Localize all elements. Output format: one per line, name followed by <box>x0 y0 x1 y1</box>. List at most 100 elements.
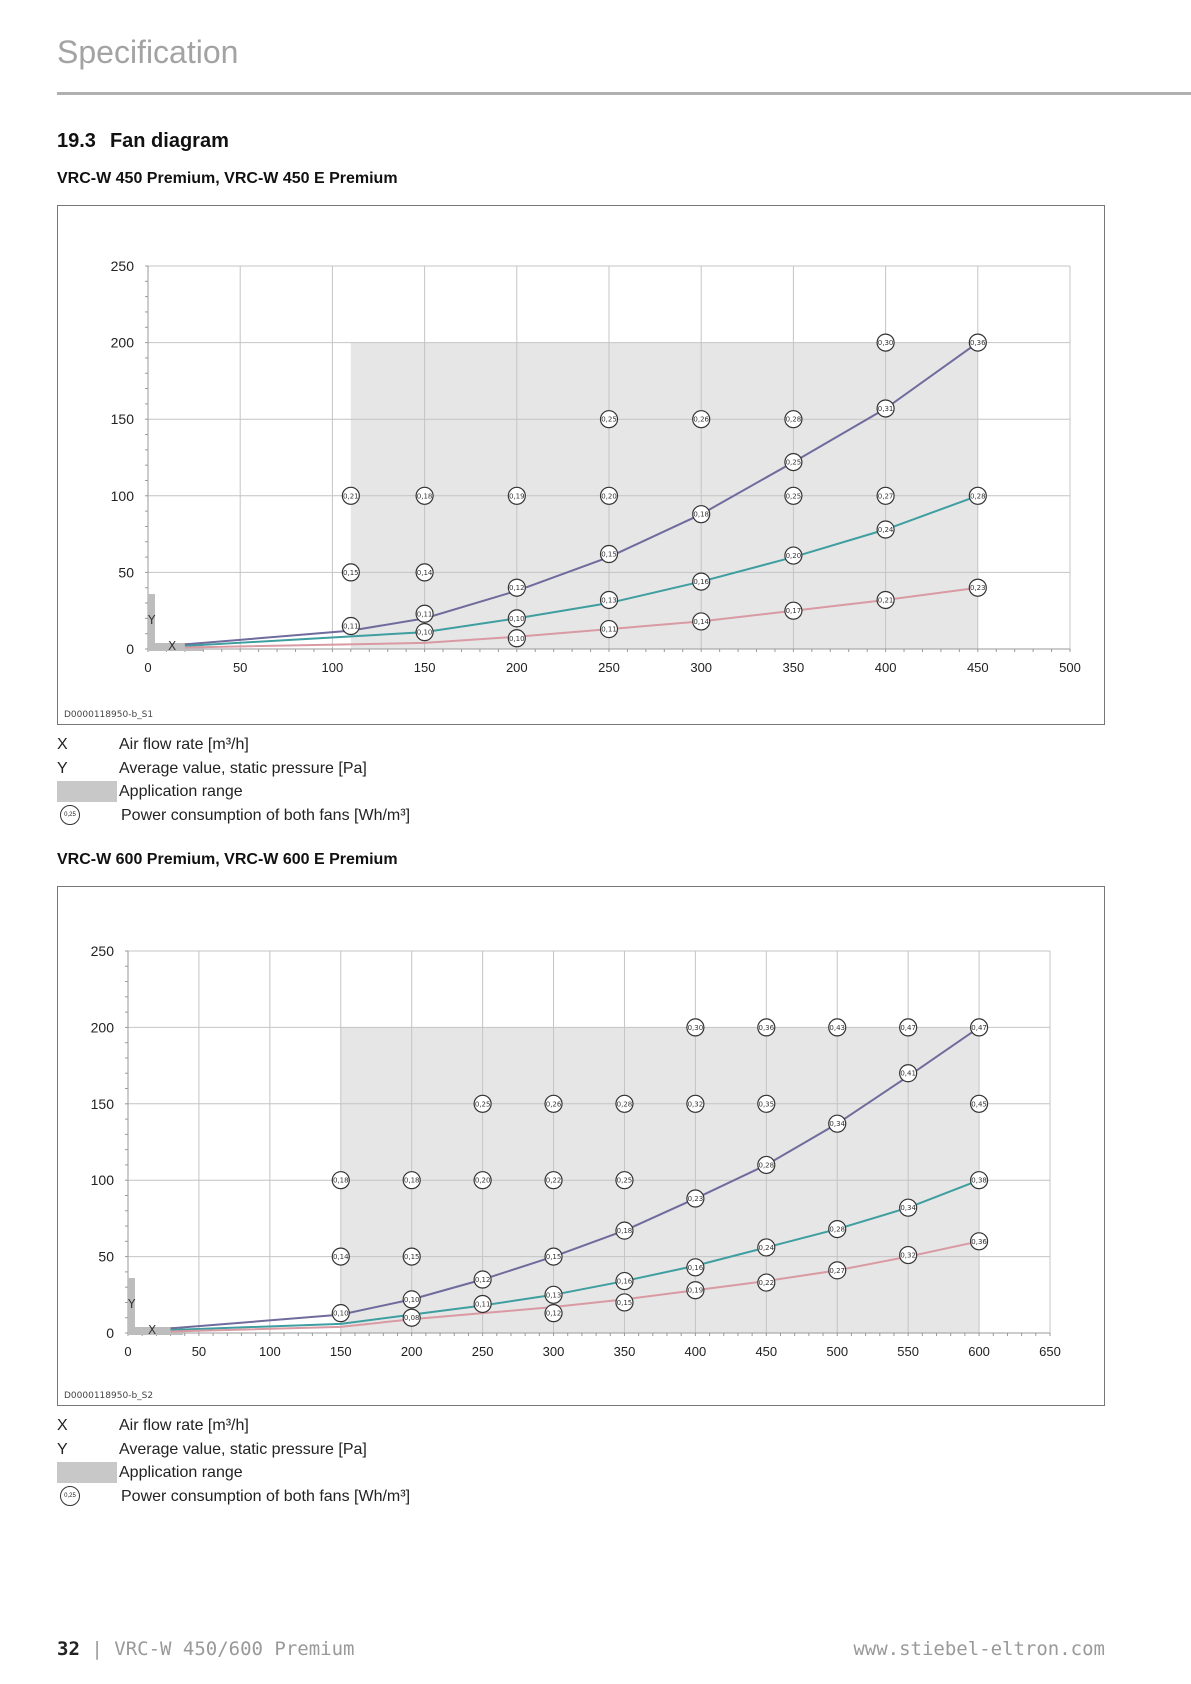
x-tick-label: 150 <box>414 660 436 675</box>
y-tick-label: 50 <box>118 564 134 580</box>
power-label: 0,18 <box>402 1171 421 1190</box>
power-value: 0,10 <box>417 629 433 637</box>
page-number: 32 <box>57 1638 80 1660</box>
power-circle <box>599 410 619 429</box>
power-label: 0,12 <box>507 578 526 597</box>
power-label: 0,28 <box>968 486 987 505</box>
power-circle <box>692 505 711 524</box>
power-label: 0,28 <box>828 1219 847 1239</box>
power-value: 0,19 <box>509 492 525 500</box>
x-tick-label: 50 <box>233 660 247 675</box>
power-value: 0,18 <box>693 511 709 519</box>
power-label: 0,20 <box>784 546 803 565</box>
power-label: 0,08 <box>402 1308 421 1327</box>
power-circle <box>876 590 895 610</box>
power-label: 0,14 <box>692 612 711 631</box>
power-circle <box>544 1094 563 1113</box>
power-circle <box>507 578 526 597</box>
legend-x-key: X <box>57 1417 68 1434</box>
x-axis-label: X <box>148 1323 156 1337</box>
power-circle <box>415 623 434 642</box>
power-circle <box>473 1294 492 1314</box>
power-label: 0,25 <box>599 410 619 429</box>
legend-x-text: Air flow rate [m³/h] <box>119 736 249 753</box>
power-label: 0,13 <box>544 1285 563 1304</box>
power-circle <box>784 601 803 620</box>
power-label: 0,47 <box>969 1018 989 1037</box>
power-label: 0,25 <box>784 452 803 472</box>
chart-2-title: VRC-W 600 Premium, VRC-W 600 E Premium <box>57 851 398 868</box>
power-value: 0,18 <box>417 492 433 500</box>
power-value: 0,10 <box>509 635 525 643</box>
power-value: 0,10 <box>333 1310 349 1318</box>
power-circle <box>544 1247 563 1266</box>
chart-1-legend: X Air flow rate [m³/h] Y Average value, st… <box>57 733 410 827</box>
power-circle <box>331 1304 350 1323</box>
power-label: 0,15 <box>599 544 619 564</box>
power-value: 0,36 <box>970 339 986 347</box>
power-label: 0,12 <box>473 1270 492 1289</box>
power-circle <box>473 1094 492 1113</box>
power-label: 0,19 <box>686 1281 705 1300</box>
power-value: 0,14 <box>693 618 709 626</box>
power-circle <box>415 563 434 582</box>
power-circle <box>544 1304 563 1323</box>
power-circle <box>331 1247 350 1266</box>
power-circle <box>969 1018 989 1037</box>
y-axis-marker <box>128 1278 135 1333</box>
x-tick-label: 250 <box>472 1344 494 1359</box>
power-circle <box>615 1171 634 1190</box>
power-circle <box>876 520 895 539</box>
power-circle <box>692 572 711 591</box>
power-label: 0,18 <box>415 486 434 505</box>
power-circle <box>876 486 895 505</box>
power-value: 0,31 <box>878 405 894 413</box>
power-label: 0,14 <box>331 1247 350 1266</box>
y-axis-marker <box>148 594 155 649</box>
power-value: 0,15 <box>343 569 359 577</box>
power-value: 0,28 <box>759 1161 775 1169</box>
power-circle <box>341 563 360 582</box>
power-circle <box>828 1261 847 1280</box>
x-tick-label: 50 <box>192 1344 206 1359</box>
power-label: 0,23 <box>686 1189 705 1208</box>
power-label: 0,35 <box>757 1094 776 1113</box>
power-circle <box>341 486 360 505</box>
power-label: 0,34 <box>899 1198 918 1217</box>
power-value: 0,36 <box>759 1024 775 1032</box>
power-circle <box>402 1247 421 1266</box>
legend-y-key: Y <box>57 759 68 777</box>
power-value: 0,32 <box>688 1100 704 1108</box>
power-value: 0,17 <box>786 607 802 615</box>
x-tick-label: 200 <box>506 660 528 675</box>
power-circle <box>415 486 434 505</box>
power-value: 0,19 <box>688 1287 704 1295</box>
power-value: 0,41 <box>900 1070 916 1078</box>
power-circle <box>473 1270 492 1289</box>
power-circle <box>544 1171 563 1190</box>
x-tick-label: 350 <box>614 1344 636 1359</box>
power-value: 0,18 <box>333 1177 349 1185</box>
y-tick-label: 250 <box>91 943 115 959</box>
power-label: 0,19 <box>507 486 526 505</box>
power-value: 0,16 <box>688 1264 704 1272</box>
power-label: 0,18 <box>692 505 711 524</box>
y-tick-label: 0 <box>106 1325 114 1341</box>
chart-1-doc-id: D0000118950-b_S1 <box>64 710 154 720</box>
y-axis-label: Y <box>147 613 156 627</box>
power-value: 0,26 <box>693 416 709 424</box>
power-circle <box>507 609 526 628</box>
power-circle <box>899 1064 918 1083</box>
power-value: 0,45 <box>971 1100 987 1108</box>
power-label: 0,11 <box>473 1294 492 1314</box>
legend-x-text: Air flow rate [m³/h] <box>119 1417 249 1434</box>
power-label: 0,22 <box>757 1273 776 1292</box>
power-label: 0,14 <box>415 563 434 582</box>
power-label: 0,38 <box>969 1171 989 1190</box>
power-circle <box>784 546 803 565</box>
power-circle <box>686 1094 705 1113</box>
power-circle <box>599 619 619 639</box>
power-circle <box>969 1094 989 1113</box>
power-label: 0,24 <box>757 1238 776 1257</box>
power-label: 0,11 <box>341 616 360 636</box>
